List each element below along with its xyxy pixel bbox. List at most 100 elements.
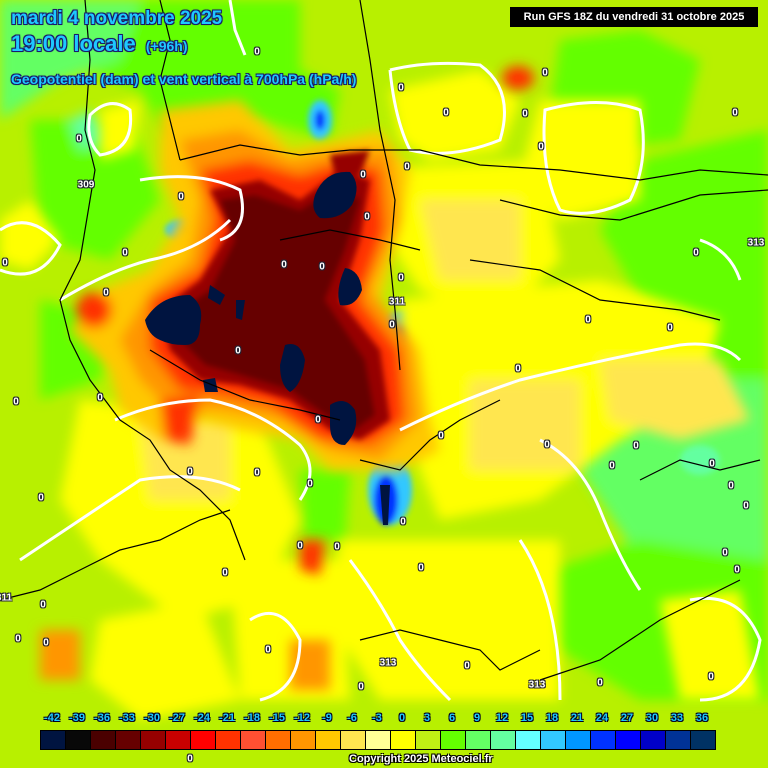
contour-label: 0	[178, 191, 184, 203]
contour-label: 0	[464, 660, 470, 672]
contour-label: 311	[0, 592, 13, 604]
contour-label: 0	[319, 261, 325, 273]
contour-label: 0	[693, 247, 699, 259]
contour-label: 0	[404, 161, 410, 173]
contour-label: 0	[709, 458, 715, 470]
contour-label: 0	[187, 466, 193, 478]
contour-label: 0	[307, 478, 313, 490]
forecast-time-label: 19:00 locale	[11, 31, 136, 56]
contour-label: 313	[528, 679, 546, 691]
contour-label: 0	[13, 396, 19, 408]
colorbar-swatch	[541, 731, 566, 749]
colorbar-swatch	[216, 731, 241, 749]
parameter-title: Geopotentiel (dam) et vent vertical à 70…	[11, 71, 357, 87]
forecast-time: 19:00 locale (+96h)	[11, 32, 188, 58]
contour-label: 0	[522, 108, 528, 120]
copyright-text: Copyright 2025 Meteociel.fr	[349, 753, 493, 765]
colorbar-tick-label: 21	[570, 712, 584, 724]
colorbar-swatch	[691, 731, 715, 749]
contour-label: 0	[364, 211, 370, 223]
colorbar-swatch	[191, 731, 216, 749]
colorbar-tick-label: -33	[119, 712, 135, 724]
colorbar-swatch	[416, 731, 441, 749]
contour-label: 0	[43, 637, 49, 649]
colorbar-tick-label: 24	[595, 712, 609, 724]
contour-label: 311	[388, 296, 406, 308]
colorbar-swatch	[466, 731, 491, 749]
contour-label: 0	[398, 82, 404, 94]
contour-label: 0	[76, 133, 82, 145]
contour-label: 0	[334, 541, 340, 553]
contour-label: 0	[722, 547, 728, 559]
colorbar-tick-label: 0	[398, 712, 406, 724]
contour-label: 0	[235, 345, 241, 357]
contour-label: 0	[187, 753, 193, 765]
contour-label: 0	[222, 567, 228, 579]
colorbar-tick-label: 30	[645, 712, 659, 724]
colorbar-tick-label: 9	[473, 712, 481, 724]
contour-label: 0	[667, 322, 673, 334]
contour-label: 0	[708, 671, 714, 683]
colorbar-swatch	[566, 731, 591, 749]
colorbar-swatch	[66, 731, 91, 749]
contour-label: 0	[360, 169, 366, 181]
contour-label: 0	[358, 681, 364, 693]
forecast-lead: (+96h)	[145, 38, 188, 54]
colorbar-swatch	[291, 731, 316, 749]
colorbar-tick-label: -12	[294, 712, 310, 724]
contour-label: 0	[122, 247, 128, 259]
contour-label: 0	[398, 272, 404, 284]
contour-label: 0	[15, 633, 21, 645]
run-info-box: Run GFS 18Z du vendredi 31 octobre 2025	[510, 7, 758, 27]
field-navy-cores	[145, 171, 390, 525]
colorbar-swatch	[166, 731, 191, 749]
colorbar-tick-label: 12	[495, 712, 509, 724]
coastlines-borders	[0, 0, 768, 681]
contour-label: 0	[443, 107, 449, 119]
field-yellow-areas	[0, 70, 760, 720]
colorbar-tick-label: 36	[695, 712, 709, 724]
colorbar-swatch	[641, 731, 666, 749]
colorbar-tick-label: -6	[347, 712, 357, 724]
colorbar-tick-label: 3	[423, 712, 431, 724]
contour-label: 0	[315, 414, 321, 426]
colorbar-swatch	[516, 731, 541, 749]
colorbar-swatch	[491, 731, 516, 749]
contour-label: 0	[400, 516, 406, 528]
colorbar-swatch	[141, 731, 166, 749]
colorbar-swatch	[266, 731, 291, 749]
contour-label: 0	[597, 677, 603, 689]
contour-label: 0	[438, 430, 444, 442]
colorbar-tick-label: -42	[44, 712, 60, 724]
colorbar-swatch	[366, 731, 391, 749]
contour-label: 0	[743, 500, 749, 512]
contour-label: 0	[538, 141, 544, 153]
colorbar-ticks: -42 -39 -36 -33 -30 -27 -24 -21 -18 -15 -12 -9 -6 -3 0…	[40, 712, 740, 726]
contour-label: 0	[254, 46, 260, 58]
colorbar-tick-label: -27	[169, 712, 185, 724]
contour-label: 0	[734, 564, 740, 576]
contour-label: 0	[728, 480, 734, 492]
contour-label: 0	[609, 460, 615, 472]
colorbar-swatch	[41, 731, 66, 749]
colorbar-tick-label: 27	[620, 712, 634, 724]
contour-label: 0	[542, 67, 548, 79]
colorbar-tick-label: -21	[219, 712, 235, 724]
colorbar-swatch	[341, 731, 366, 749]
contour-label: 0	[585, 314, 591, 326]
colorbar-tick-label: -3	[372, 712, 382, 724]
contour-label: 0	[515, 363, 521, 375]
colorbar-tick-label: -36	[94, 712, 110, 724]
colorbar-swatch	[316, 731, 341, 749]
colorbar-tick-label: -15	[269, 712, 285, 724]
contour-label: 309	[77, 179, 95, 191]
colorbar-legend	[40, 730, 716, 750]
colorbar-tick-label: -30	[144, 712, 160, 724]
contour-label: 0	[389, 319, 395, 331]
contour-label: 0	[732, 107, 738, 119]
contour-label: 0	[297, 540, 303, 552]
colorbar-tick-label: -9	[322, 712, 332, 724]
colorbar-swatch	[391, 731, 416, 749]
colorbar-tick-label: -24	[194, 712, 210, 724]
